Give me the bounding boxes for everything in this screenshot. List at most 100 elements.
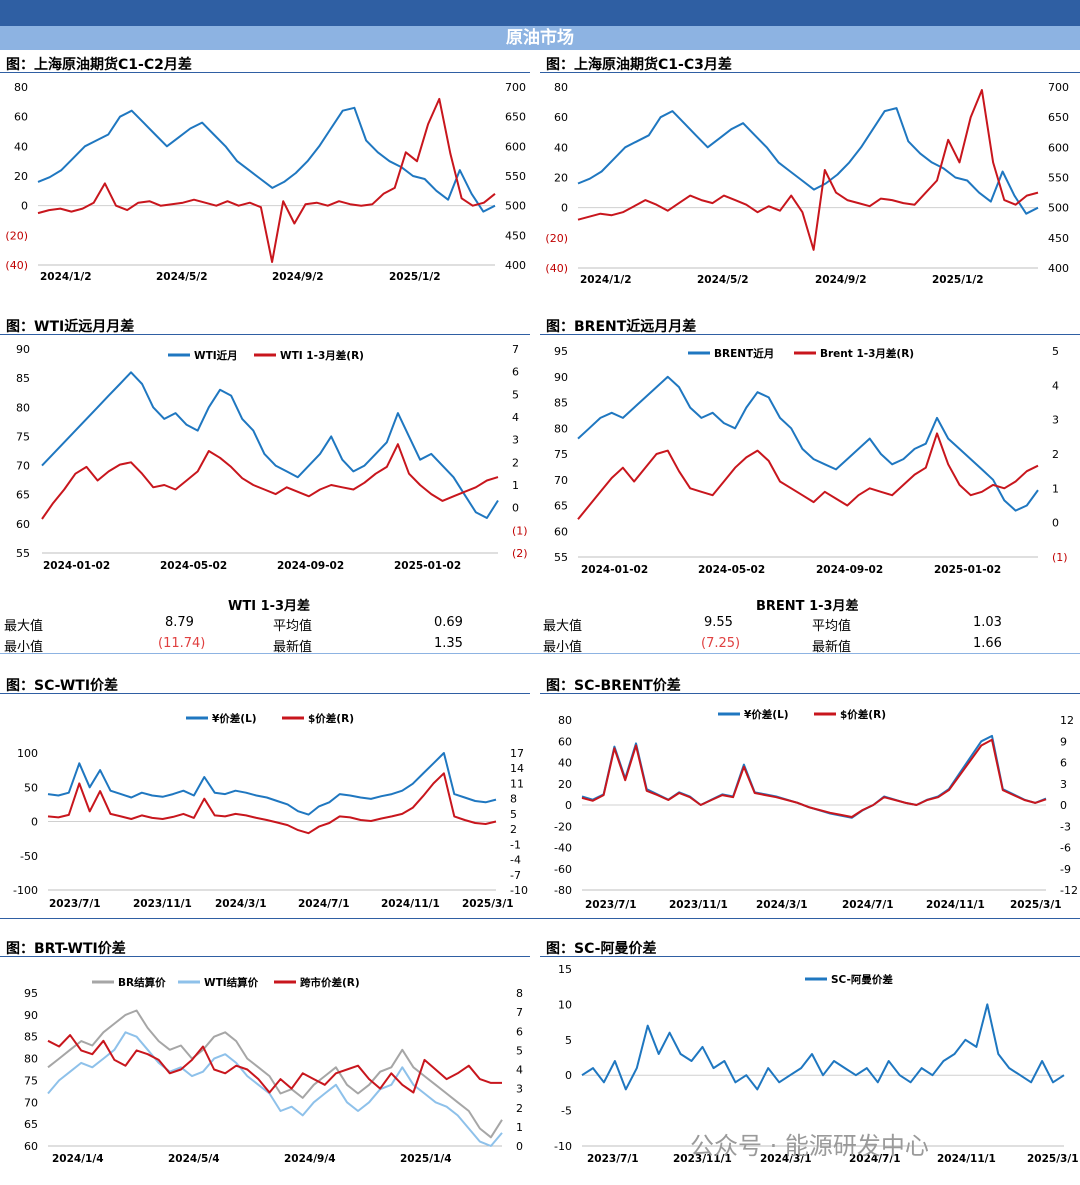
- y-right-tick-label: 2: [516, 1102, 523, 1115]
- y-right-tick-label: 8: [510, 793, 517, 806]
- brent-min-label: 最小值: [543, 640, 583, 655]
- y-left-tick-label: 20: [14, 170, 28, 183]
- series-line-c5-0: [47, 752, 497, 816]
- section-banner: 原油市场: [0, 26, 1080, 50]
- panel-title-c7: 图：BRT-WTI价差: [6, 941, 126, 957]
- y-left-tick-label: 20: [558, 778, 572, 791]
- panel-title-c4: 图：BRENT近远月月差: [546, 319, 697, 335]
- y-right-tick-label: 2: [1052, 448, 1059, 461]
- y-left-tick-label: 60: [554, 111, 568, 124]
- y-left-tick-label: 60: [554, 525, 568, 538]
- brent-latest-value: 1.66: [973, 636, 1002, 651]
- y-left-tick-label: 65: [554, 500, 568, 513]
- y-left-tick-label: -20: [554, 820, 572, 833]
- y-left-tick-label: 80: [554, 81, 568, 94]
- y-right-tick-label: -9: [1060, 863, 1071, 876]
- y-right-tick-label: 1: [1052, 482, 1059, 495]
- y-left-tick-label: -50: [20, 850, 38, 863]
- x-tick-label: 2023/7/1: [49, 898, 101, 910]
- y-right-tick-label: 400: [1048, 262, 1069, 275]
- x-tick-label: 2024-01-02: [43, 560, 110, 572]
- y-left-tick-label: 40: [554, 141, 568, 154]
- x-tick-label: 2024-05-02: [160, 560, 227, 572]
- y-left-tick-label: 20: [554, 172, 568, 185]
- panel-title-c6: 图：SC-BRENT价差: [546, 678, 681, 694]
- brent-avg-value: 1.03: [973, 615, 1002, 630]
- y-left-tick-label: 60: [16, 518, 30, 531]
- x-tick-label: 2025/1/2: [932, 274, 984, 286]
- y-left-tick-label: 85: [554, 397, 568, 410]
- y-left-tick-label: -100: [13, 884, 38, 897]
- y-right-tick-label: 650: [1048, 111, 1069, 124]
- y-left-tick-label: 55: [16, 547, 30, 560]
- panel-title-c5: 图：SC-WTI价差: [6, 678, 119, 694]
- series-line-c2-1: [577, 89, 1039, 251]
- y-left-tick-label: 0: [31, 816, 38, 829]
- y-right-tick-label: 550: [1048, 172, 1069, 185]
- legend-label: Brent 1-3月差(R): [820, 347, 914, 360]
- divider: [0, 918, 1080, 919]
- x-tick-label: 2024/11/1: [381, 898, 440, 910]
- y-left-tick-label: 0: [565, 1069, 572, 1082]
- x-tick-label: 2024/1/2: [40, 271, 92, 283]
- y-left-tick-label: 70: [24, 1096, 38, 1109]
- y-right-tick-label: 1: [512, 479, 519, 492]
- x-tick-label: 2024/1/4: [52, 1153, 104, 1165]
- brent-min-value: (7.25): [701, 636, 741, 651]
- y-right-tick-label: 11: [510, 777, 524, 790]
- wti-min-value: (11.74): [158, 636, 206, 651]
- divider: [0, 72, 530, 73]
- y-right-tick-label: 2: [510, 823, 517, 836]
- y-right-tick-label: 8: [516, 987, 523, 1000]
- legend-label: $价差(R): [308, 712, 354, 725]
- x-tick-label: 2024/7/1: [842, 899, 894, 911]
- wti-min-label: 最小值: [4, 640, 44, 655]
- y-right-tick-label: -4: [510, 854, 521, 867]
- divider: [0, 956, 530, 957]
- y-left-tick-label: 80: [16, 401, 30, 414]
- x-tick-label: 2024-01-02: [581, 564, 648, 576]
- y-right-tick-label: 0: [1060, 799, 1067, 812]
- x-tick-label: 2024/3/1: [756, 899, 808, 911]
- x-tick-label: 2024/3/1: [760, 1153, 812, 1165]
- y-left-tick-label: 100: [17, 747, 38, 760]
- legend-label: WTI 1-3月差(R): [280, 349, 364, 362]
- series-line-c1-1: [37, 97, 496, 263]
- y-right-tick-label: 0: [516, 1140, 523, 1153]
- panel-title-c2: 图：上海原油期货C1-C3月差: [546, 57, 732, 73]
- y-right-tick-label: -6: [1060, 842, 1071, 855]
- series-line-c7-2: [47, 1034, 502, 1094]
- y-right-tick-label: 6: [512, 366, 519, 379]
- y-right-tick-label: 700: [505, 81, 526, 94]
- legend-label: WTI结算价: [204, 976, 259, 989]
- y-left-tick-label: 95: [24, 987, 38, 1000]
- panel-title-c3: 图：WTI近远月月差: [6, 319, 135, 335]
- x-tick-label: 2023/11/1: [133, 898, 192, 910]
- series-line-c6-0: [581, 734, 1047, 819]
- y-left-tick-label: -10: [554, 1140, 572, 1153]
- x-tick-label: 2024/5/4: [168, 1153, 220, 1165]
- y-left-tick-label: 60: [14, 111, 28, 124]
- y-left-tick-label: (40): [545, 262, 568, 275]
- series-line-c2-0: [577, 107, 1039, 215]
- legend-label: ¥价差(L): [744, 708, 789, 721]
- y-left-tick-label: 90: [24, 1009, 38, 1022]
- y-left-tick-label: 0: [561, 202, 568, 215]
- x-tick-label: 2023/7/1: [587, 1153, 639, 1165]
- y-right-tick-label: 7: [512, 343, 519, 356]
- y-right-tick-label: -10: [510, 884, 528, 897]
- y-left-tick-label: 75: [554, 448, 568, 461]
- x-tick-label: 2023/11/1: [669, 899, 728, 911]
- series-line-c4-0: [577, 375, 1039, 512]
- y-right-tick-label: 700: [1048, 81, 1069, 94]
- y-left-tick-label: 10: [558, 998, 572, 1011]
- y-left-tick-label: 60: [24, 1140, 38, 1153]
- y-right-tick-label: 6: [516, 1025, 523, 1038]
- y-left-tick-label: 75: [16, 430, 30, 443]
- y-left-tick-label: 75: [24, 1074, 38, 1087]
- series-line-c1-0: [37, 106, 496, 213]
- y-left-tick-label: -60: [554, 863, 572, 876]
- y-right-tick-label: 0: [1052, 517, 1059, 530]
- y-right-tick-label: (1): [1052, 551, 1068, 564]
